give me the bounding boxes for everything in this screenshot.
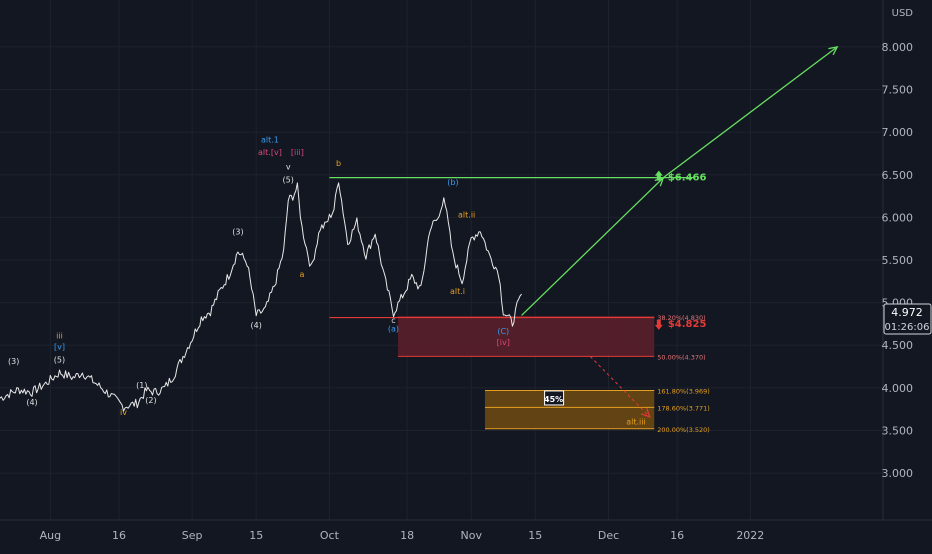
wave-label: (1) xyxy=(136,381,147,390)
wave-label: (a) xyxy=(388,325,399,334)
x-tick-label: 18 xyxy=(400,529,414,542)
x-tick-label: 15 xyxy=(528,529,542,542)
projection-down-arrowhead xyxy=(640,408,651,418)
wave-label: [v] xyxy=(54,343,65,352)
y-tick-label: 6.000 xyxy=(882,211,914,224)
fib-label: 50.00%(4.370) xyxy=(657,353,705,361)
wave-label: c xyxy=(391,316,395,325)
level-label-upper: $6.466 xyxy=(668,173,707,184)
wave-label: (4) xyxy=(251,321,262,330)
x-tick-label: 16 xyxy=(112,529,126,542)
x-tick-label: Sep xyxy=(182,529,203,542)
wave-label: (b) xyxy=(447,178,458,187)
wave-annotations: (3) (4) iii [v] (5) (1) (2) iv (3) (4) alt.1 alt.[v… xyxy=(8,135,646,426)
x-tick-label: Nov xyxy=(461,529,483,542)
wave-label: alt.[v] xyxy=(258,148,282,157)
wave-label: [iv] xyxy=(497,338,510,347)
bar-countdown: 01:26:06 xyxy=(885,322,930,333)
wave-label: alt.i xyxy=(450,287,465,296)
y-tick-label: 5.500 xyxy=(882,254,914,267)
price-axis[interactable]: 8.0007.5007.0006.5006.0005.5005.0004.500… xyxy=(882,41,914,480)
wave-label: (3) xyxy=(232,227,243,236)
wave-label: (C) xyxy=(497,327,509,336)
projection-up-arrowhead-mid xyxy=(654,176,665,187)
x-tick-label: Aug xyxy=(40,529,61,542)
x-tick-label: 2022 xyxy=(736,529,764,542)
wave-label: (5) xyxy=(54,355,65,364)
wave-label: alt.iii xyxy=(626,418,645,427)
x-tick-label: 16 xyxy=(670,529,684,542)
wave-label: (2) xyxy=(145,396,156,405)
orange-zone xyxy=(484,390,655,429)
probability-box-label: 45% xyxy=(544,395,563,404)
current-price-value: 4.972 xyxy=(891,306,923,319)
grid xyxy=(0,0,883,520)
wave-label: (3) xyxy=(8,357,19,366)
price-line xyxy=(0,182,522,412)
wave-label: iv xyxy=(120,408,127,417)
fib-label: 161.80%(3.969) xyxy=(657,388,710,396)
wave-label: b xyxy=(336,159,341,168)
y-tick-label: 7.000 xyxy=(882,126,914,139)
price-zones: 38.20%(4.830) 50.00%(4.370) 161.80%(3.969)… xyxy=(398,314,710,434)
probability-box-frame xyxy=(544,390,565,406)
y-tick-label: 6.500 xyxy=(882,169,914,182)
y-tick-label: 4.000 xyxy=(882,382,914,395)
arrow-down-icon xyxy=(654,319,663,330)
x-tick-label: 15 xyxy=(249,529,263,542)
price-series xyxy=(0,182,522,412)
y-tick-label: 8.000 xyxy=(882,41,914,54)
y-tick-label: 4.500 xyxy=(882,339,914,352)
x-tick-label: Dec xyxy=(598,529,619,542)
y-tick-label: 3.000 xyxy=(882,467,914,480)
probability-box: 45% xyxy=(544,390,565,406)
red-zone xyxy=(398,317,655,357)
fib-label: 178.60%(3.771) xyxy=(657,404,710,412)
projections xyxy=(521,45,839,418)
wave-label: alt.ii xyxy=(458,210,475,219)
price-levels: $6.466 $4.825 xyxy=(329,170,707,330)
current-price-tag: 4.972 01:26:06 xyxy=(883,303,932,335)
wave-label: iii xyxy=(56,331,63,340)
level-label-lower: $4.825 xyxy=(668,319,707,330)
fib-label: 38.20%(4.830) xyxy=(657,314,705,322)
y-tick-label: 7.500 xyxy=(882,84,914,97)
projection-down-path xyxy=(589,355,651,418)
fib-label: 200.00%(3.520) xyxy=(657,426,710,434)
x-tick-label: Oct xyxy=(320,529,340,542)
time-axis[interactable]: Aug 16 Sep 15 Oct 18 Nov 15 Dec 16 2022 xyxy=(40,529,765,542)
wave-label: (5) xyxy=(283,175,294,184)
currency-label: USD xyxy=(892,8,914,19)
wave-label: alt.1 xyxy=(261,135,279,144)
wave-label: [iii] xyxy=(291,148,304,157)
y-tick-label: 3.500 xyxy=(882,424,914,437)
projection-up-arrowhead-end xyxy=(828,45,839,56)
wave-label: v xyxy=(286,163,291,172)
wave-label: a xyxy=(300,270,305,279)
wave-label: (4) xyxy=(26,398,37,407)
